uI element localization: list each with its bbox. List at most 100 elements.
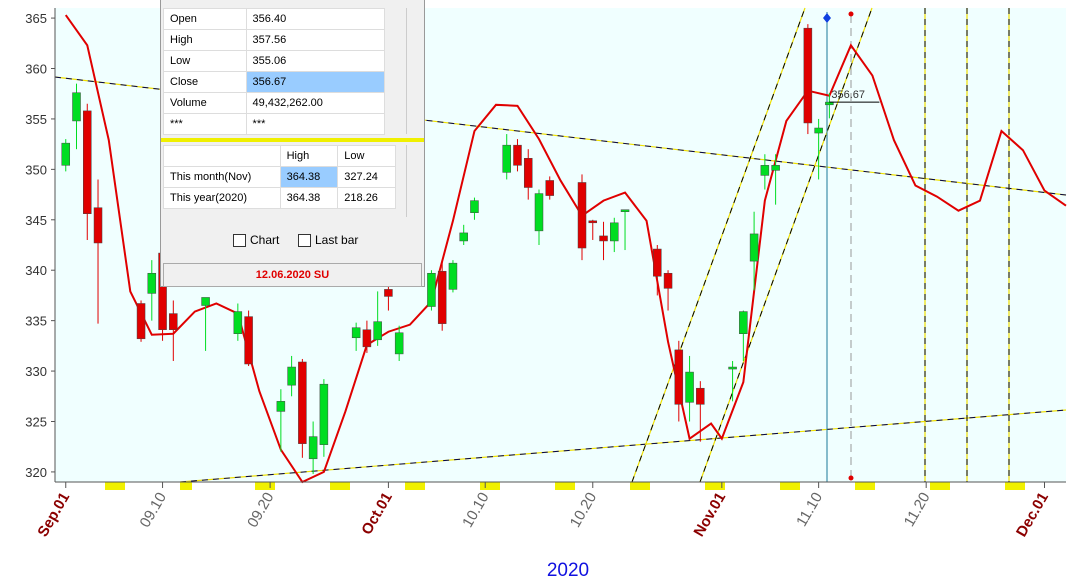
- weekend-marker: [105, 482, 125, 490]
- candle-body: [545, 180, 554, 196]
- candle-body: [244, 316, 253, 365]
- header-cell: Low: [337, 145, 396, 167]
- table-cell: 356.67: [245, 71, 386, 93]
- candle-body: [437, 270, 447, 324]
- candle-body: [749, 233, 759, 262]
- checkbox-label: Last bar: [315, 233, 359, 247]
- table-cell: 49,432,262.00: [245, 92, 386, 114]
- x-tick-label: Oct.01: [358, 490, 396, 538]
- y-tick-label: 345: [25, 213, 47, 228]
- candle-body: [674, 349, 684, 405]
- y-tick-label: 350: [25, 162, 47, 177]
- table-row: High 357.56: [163, 29, 386, 51]
- candle-body: [728, 366, 737, 370]
- candle-body: [577, 182, 587, 249]
- weekend-marker: [555, 482, 575, 490]
- cursor-marker: [848, 11, 854, 17]
- trend-line: [179, 409, 1067, 483]
- weekend-marker: [705, 482, 725, 490]
- candle-body: [427, 272, 436, 307]
- table-row: Low 355.06: [163, 50, 386, 72]
- table-cell: Open: [163, 8, 247, 30]
- table-cell: 357.56: [245, 29, 386, 51]
- candle-body: [362, 329, 372, 348]
- table-cell: 218.26: [337, 187, 396, 209]
- table-cell: ***: [163, 113, 247, 135]
- table-row: Close 356.67: [163, 71, 386, 93]
- weekend-marker: [405, 482, 425, 490]
- candle-body: [696, 387, 705, 405]
- y-tick-label: 360: [25, 62, 47, 77]
- candle-body: [599, 235, 608, 242]
- checkbox[interactable]: Last bar: [298, 233, 358, 247]
- x-tick-label: 11.20: [901, 490, 934, 530]
- table-row: *** ***: [163, 113, 386, 135]
- x-tick-label: Dec.01: [1013, 490, 1052, 540]
- checkbox[interactable]: Chart: [233, 233, 279, 247]
- y-tick-label: 340: [25, 263, 47, 278]
- header-cell: High: [279, 145, 339, 167]
- candle-body: [169, 313, 178, 330]
- candle-body: [373, 321, 382, 341]
- candle-body: [276, 401, 286, 412]
- candle-body: [620, 209, 630, 212]
- stats-table: High Low This month(Nov) 364.38 327.24 This y…: [163, 145, 396, 209]
- table-header: High Low: [163, 145, 396, 167]
- separator: [161, 138, 424, 142]
- candle-body: [470, 200, 479, 213]
- table-cell: This month(Nov): [163, 166, 281, 188]
- y-tick-label: 325: [25, 414, 47, 429]
- candle-body: [814, 127, 823, 134]
- marks: 356.67: [61, 14, 1067, 484]
- trend-line: [631, 7, 806, 483]
- table-cell: [163, 145, 281, 167]
- table-cell: 356.40: [245, 8, 386, 30]
- scrollbar[interactable]: [406, 8, 423, 134]
- candle-body: [233, 311, 243, 334]
- cursor-marker: [823, 13, 831, 23]
- table-row: Volume 49,432,262.00: [163, 92, 386, 114]
- candle-body: [136, 303, 146, 340]
- candle-body: [394, 332, 404, 355]
- candle-body: [308, 436, 318, 460]
- cursor-marker: [848, 475, 854, 481]
- table-cell: Low: [163, 50, 247, 72]
- x-tick-label: 09.10: [137, 490, 170, 531]
- scrollbar[interactable]: [406, 145, 423, 217]
- table-cell: ***: [245, 113, 386, 135]
- candle-body: [663, 272, 673, 289]
- table-cell: This year(2020): [163, 187, 281, 209]
- x-tick-label: 10.20: [567, 490, 600, 531]
- table-row: This year(2020) 364.38 218.26: [163, 187, 396, 209]
- candle-body: [771, 165, 780, 171]
- weekend-marker: [930, 482, 950, 490]
- x-tick-label: 11.10: [793, 490, 826, 530]
- status-bar: 12.06.2020 SU: [163, 263, 422, 287]
- table-cell: 327.24: [337, 166, 396, 188]
- candle-body: [502, 144, 511, 173]
- y-tick-label: 330: [25, 364, 47, 379]
- y-tick-label: 365: [25, 11, 47, 26]
- candle-body: [72, 92, 81, 122]
- x-axis-label: 2020: [547, 560, 589, 581]
- candle-body: [298, 361, 307, 444]
- table-cell: High: [163, 29, 247, 51]
- candle-body: [351, 327, 361, 339]
- candle-body: [588, 220, 598, 224]
- candle-body: [739, 311, 748, 334]
- candle-body: [384, 289, 393, 297]
- x-tick-label: Nov.01: [691, 490, 730, 540]
- candle-body: [523, 158, 533, 188]
- checkbox-label: Chart: [250, 233, 280, 247]
- candle-body: [513, 144, 522, 166]
- table-cell: 355.06: [245, 50, 386, 72]
- table-cell: Close: [163, 71, 247, 93]
- candle-body: [448, 262, 458, 290]
- x-tick-label: 09.20: [244, 490, 277, 531]
- candle-body: [201, 297, 210, 306]
- candle-body: [319, 383, 329, 445]
- weekend-marker: [1005, 482, 1025, 490]
- table-cell: 364.38: [279, 166, 339, 188]
- y-tick-label: 320: [25, 465, 47, 480]
